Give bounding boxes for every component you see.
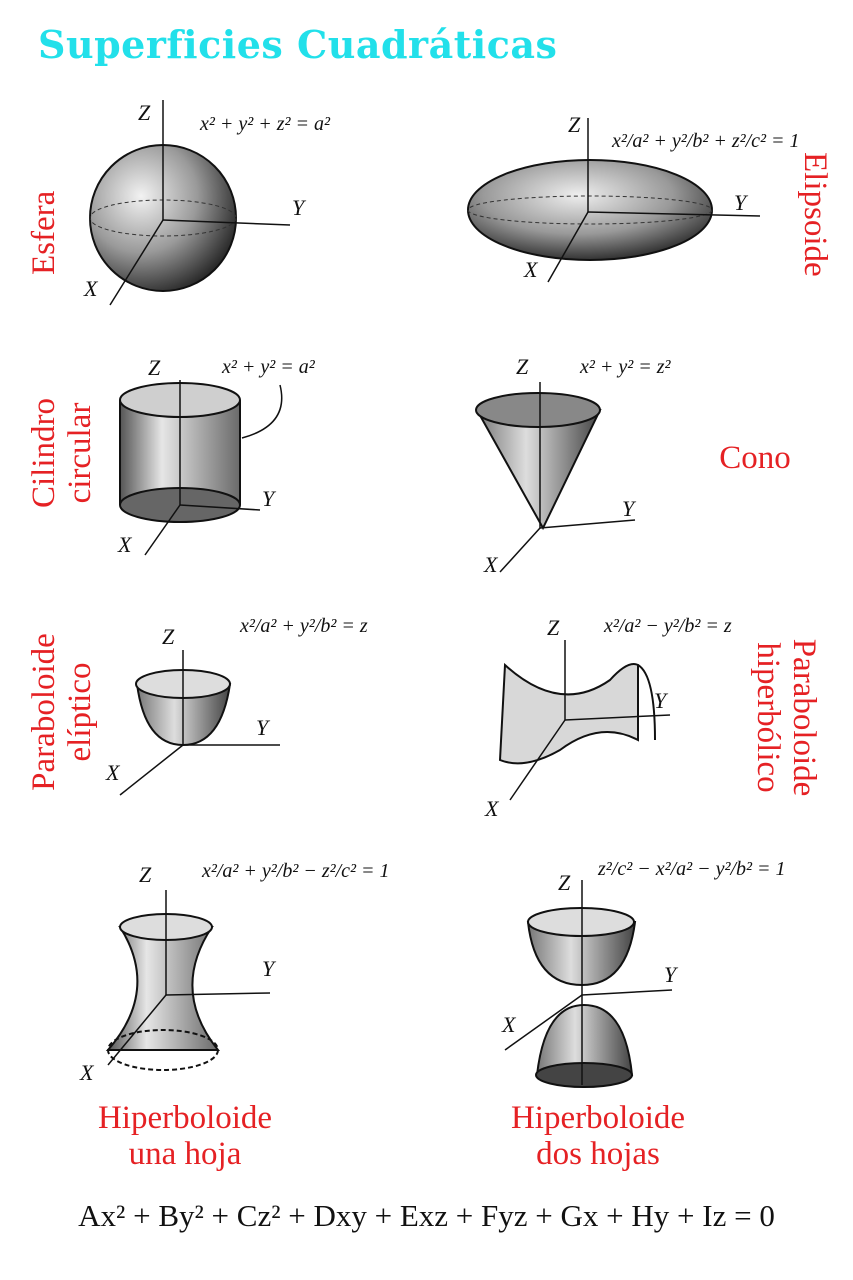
y-axis-label: Y [654,688,667,713]
hyperboloid-two-sheets-equation: z²/c² − x²/a² − y²/b² = 1 [598,858,786,880]
y-axis-label: Y [262,486,275,511]
x-axis-label: X [485,796,499,821]
hyperboloid-one-sheet-figure [105,890,271,1071]
label-line: dos hojas [536,1136,660,1172]
z-axis-label: Z [139,862,152,887]
y-axis-label: Y [734,190,747,215]
x-axis-label: X [118,532,132,557]
label-line: hiperbólico [750,642,786,793]
z-axis-label: Z [568,112,581,137]
label-esfera: Esfera [26,190,62,275]
label-line: Paraboloide [786,638,822,797]
label-line: circular [62,402,98,504]
y-axis-label: Y [664,962,677,987]
ellipsoid-equation: x²/a² + y²/b² + z²/c² = 1 [612,130,800,152]
label-line: Hiperboloide [97,1100,273,1136]
hyperboloid-one-sheet-equation: x²/a² + y²/b² − z²/c² = 1 [202,860,390,882]
z-axis-label: Z [516,354,529,379]
cylinder-figure [119,380,283,556]
cylinder-equation: x² + y² = a² [222,356,315,378]
label-line: elíptico [62,662,98,762]
elliptic-paraboloid-equation: x²/a² + y²/b² = z [240,615,368,637]
label-line: Cilindro [26,398,62,509]
cone-equation: x² + y² = z² [580,356,671,378]
sphere-equation: x² + y² + z² = a² [200,113,331,135]
x-axis-label: X [524,257,538,282]
z-axis-label: Z [138,100,151,125]
cone-figure [475,382,636,573]
hyperboloid-two-sheets-figure [504,880,673,1088]
z-axis-label: Z [162,624,175,649]
y-axis-label: Y [256,715,269,740]
label-elipsoide: Elipsoide [797,152,833,277]
z-axis-label: Z [547,615,560,640]
y-axis-label: Y [292,195,305,220]
x-axis-label: X [84,276,98,301]
label-line: Paraboloide [26,633,62,791]
label-hiperboloide-dos-hojas: Hiperboloide dos hojas [478,1100,718,1172]
label-paraboloide-hiperbolico: Paraboloide hiperbólico [750,620,822,815]
y-axis-label: Y [262,956,275,981]
x-axis-label: X [484,552,498,577]
label-cono: Cono [719,440,791,476]
z-axis-label: Z [558,870,571,895]
hyperbolic-paraboloid-figure [498,640,671,801]
x-axis-label: X [106,760,120,785]
label-paraboloide-eliptico: Paraboloide elíptico [26,612,98,812]
label-cilindro-circular: Cilindro circular [26,358,98,548]
z-axis-label: Z [148,355,161,380]
hyperbolic-paraboloid-equation: x²/a² − y²/b² = z [604,615,732,637]
x-axis-label: X [502,1012,516,1037]
y-axis-label: Y [622,496,635,521]
x-axis-label: X [80,1060,94,1085]
label-line: Hiperboloide [510,1100,686,1136]
label-line: una hoja [128,1136,242,1172]
general-quadric-equation: Ax² + By² + Cz² + Dxy + Exz + Fyz + Gx +… [78,1198,775,1233]
elliptic-paraboloid-figure [119,650,280,796]
ellipsoid-figure [467,118,761,283]
page-title: Superficies Cuadráticas [38,22,558,67]
label-hiperboloide-una-hoja: Hiperboloide una hoja [70,1100,300,1172]
sphere-figure [89,100,291,306]
